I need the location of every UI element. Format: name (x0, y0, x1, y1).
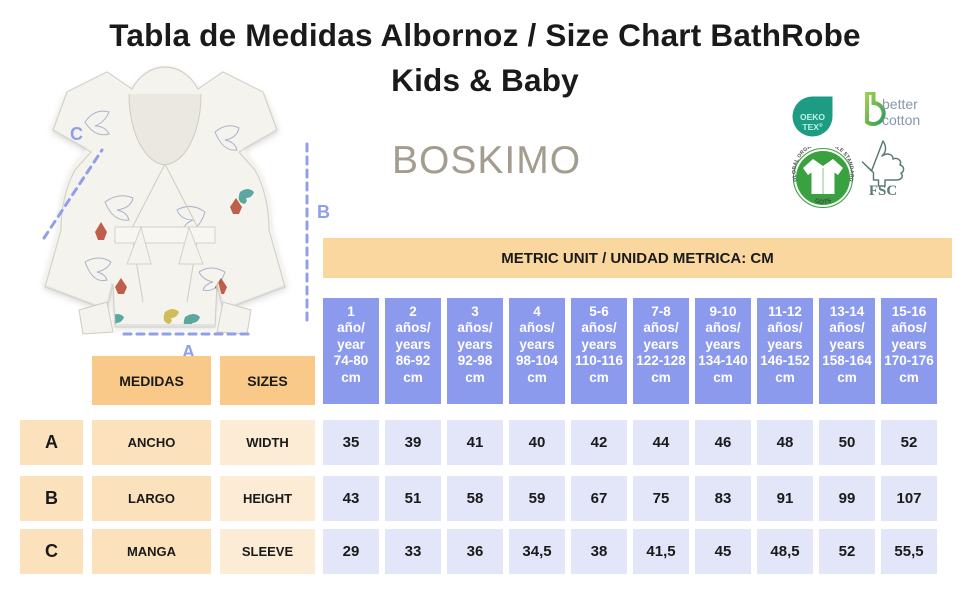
svg-text:FSC: FSC (869, 183, 897, 196)
svg-text:B: B (317, 202, 330, 222)
svg-text:better: better (882, 96, 918, 112)
svg-text:C: C (70, 124, 83, 144)
svg-text:cotton: cotton (882, 112, 920, 128)
svg-text:OEKO: OEKO (800, 112, 825, 122)
